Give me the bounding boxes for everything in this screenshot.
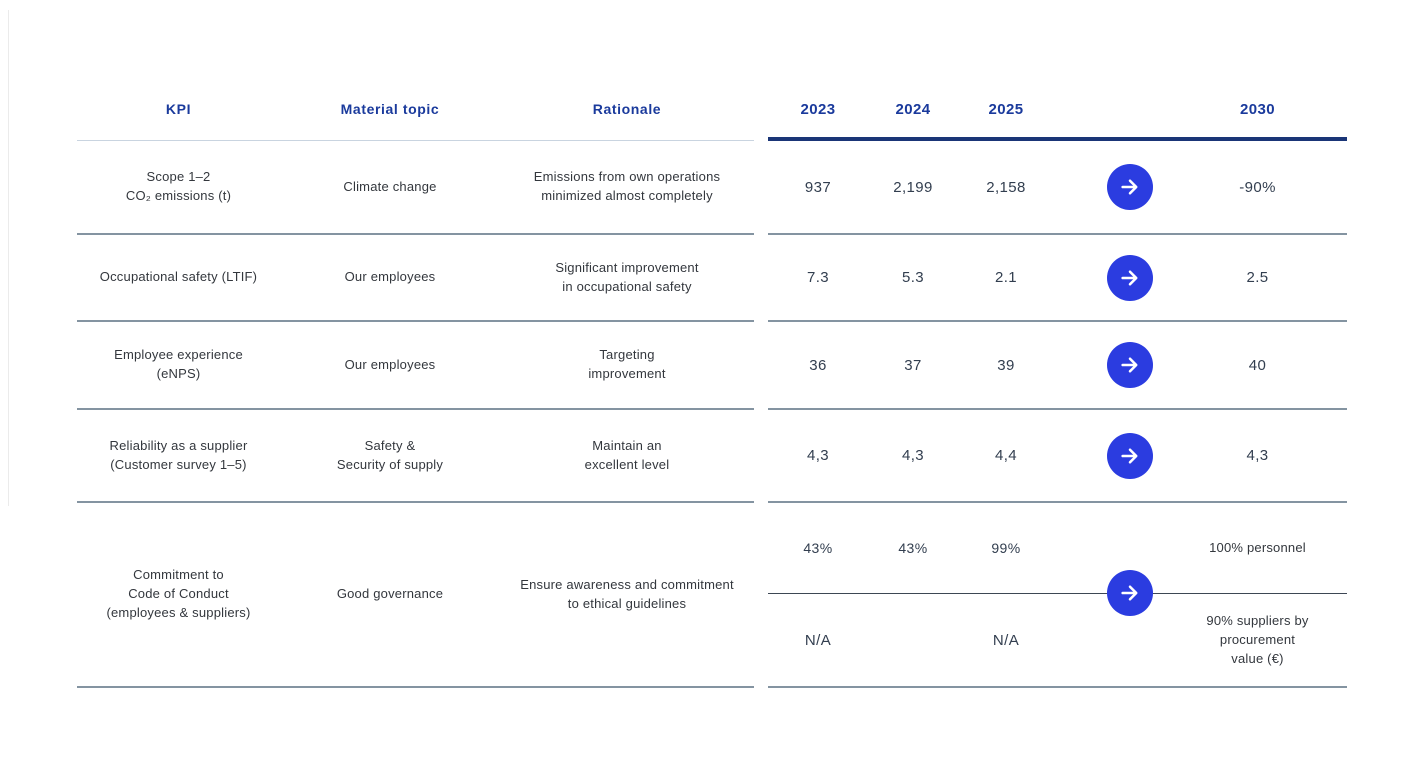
column-header-2030: 2030 bbox=[1240, 101, 1275, 118]
subrow-suppliers: N/A N/A 90% suppliers by procurement val… bbox=[768, 594, 1347, 687]
value-2024: 4,3 bbox=[901, 447, 925, 464]
value-2025: N/A bbox=[992, 632, 1020, 649]
target-2030: 40 bbox=[1248, 356, 1267, 374]
value-2024 bbox=[868, 594, 958, 687]
table-row: Reliability as a supplier (Customer surv… bbox=[0, 410, 1416, 503]
kpi-cell: Occupational safety (LTIF) bbox=[99, 269, 258, 285]
column-header-rationale: Rationale bbox=[592, 101, 662, 117]
column-header-kpi: KPI bbox=[165, 101, 192, 117]
header-left-section: KPI Material topic Rationale bbox=[77, 85, 754, 141]
target-2030: -90% bbox=[1239, 178, 1276, 196]
arrow-right-icon bbox=[1107, 342, 1153, 388]
target-2030: 4,3 bbox=[1246, 447, 1269, 464]
value-2025: 4,4 bbox=[994, 447, 1018, 464]
value-2023: 4,3 bbox=[806, 447, 830, 464]
arrow-right-icon bbox=[1107, 570, 1153, 616]
column-header-2023: 2023 bbox=[800, 101, 836, 118]
rationale-cell: Emissions from own operations minimized … bbox=[533, 169, 721, 203]
target-2030: 2.5 bbox=[1246, 269, 1269, 286]
table-row: Employee experience (eNPS) Our employees… bbox=[0, 322, 1416, 410]
kpi-cell: Reliability as a supplier (Customer surv… bbox=[109, 437, 248, 472]
rationale-cell: Significant improvement in occupational … bbox=[555, 259, 699, 294]
split-values-section: 43% 43% 99% 100% personnel N/A N/A 90% s… bbox=[768, 503, 1347, 688]
value-2023: 36 bbox=[809, 356, 827, 374]
value-2023: 7.3 bbox=[806, 269, 830, 286]
page-edge-line bbox=[8, 10, 9, 506]
column-header-2025: 2025 bbox=[988, 101, 1024, 118]
material-topic-cell: Climate change bbox=[343, 178, 437, 194]
target-2030: 90% suppliers by procurement value (€) bbox=[1206, 613, 1309, 666]
header-right-section: 2023 2024 2025 2030 bbox=[768, 85, 1347, 141]
table-row: Commitment to Code of Conduct (employees… bbox=[0, 503, 1416, 688]
table-row: Occupational safety (LTIF) Our employees… bbox=[0, 235, 1416, 322]
column-header-2024: 2024 bbox=[895, 101, 931, 118]
value-2025: 39 bbox=[997, 356, 1015, 374]
kpi-table: KPI Material topic Rationale 2023 2024 2… bbox=[0, 85, 1416, 688]
material-topic-cell: Our employees bbox=[344, 269, 436, 285]
kpi-cell: Commitment to Code of Conduct (employees… bbox=[106, 567, 251, 620]
rationale-cell: Targeting improvement bbox=[588, 347, 666, 381]
value-2024: 2,199 bbox=[893, 178, 933, 196]
table-row: Scope 1–2 CO₂ emissions (t) Climate chan… bbox=[0, 141, 1416, 235]
arrow-right-icon bbox=[1107, 432, 1153, 479]
rationale-cell: Ensure awareness and commitment to ethic… bbox=[520, 576, 734, 611]
kpi-cell: Employee experience (eNPS) bbox=[114, 347, 243, 381]
column-header-material-topic: Material topic bbox=[340, 101, 440, 117]
subrow-personnel: 43% 43% 99% 100% personnel bbox=[768, 503, 1347, 594]
arrow-right-icon bbox=[1107, 164, 1153, 210]
value-2024: 5.3 bbox=[901, 269, 925, 286]
value-2025: 2.1 bbox=[994, 269, 1018, 286]
material-topic-cell: Safety & Security of supply bbox=[336, 437, 444, 472]
rationale-cell: Maintain an excellent level bbox=[584, 437, 670, 472]
value-2023: 937 bbox=[804, 178, 832, 196]
target-2030: 100% personnel bbox=[1209, 539, 1306, 555]
value-2025: 2,158 bbox=[986, 178, 1026, 196]
material-topic-cell: Good governance bbox=[336, 586, 444, 602]
value-2023: N/A bbox=[804, 632, 832, 649]
value-2023: 43% bbox=[803, 540, 833, 556]
value-2025: 99% bbox=[991, 540, 1021, 556]
table-header-row: KPI Material topic Rationale 2023 2024 2… bbox=[0, 85, 1416, 141]
value-2024: 37 bbox=[904, 356, 922, 374]
arrow-right-icon bbox=[1107, 254, 1153, 301]
kpi-cell: Scope 1–2 CO₂ emissions (t) bbox=[125, 169, 232, 203]
material-topic-cell: Our employees bbox=[344, 356, 436, 372]
value-2024: 43% bbox=[898, 540, 928, 556]
